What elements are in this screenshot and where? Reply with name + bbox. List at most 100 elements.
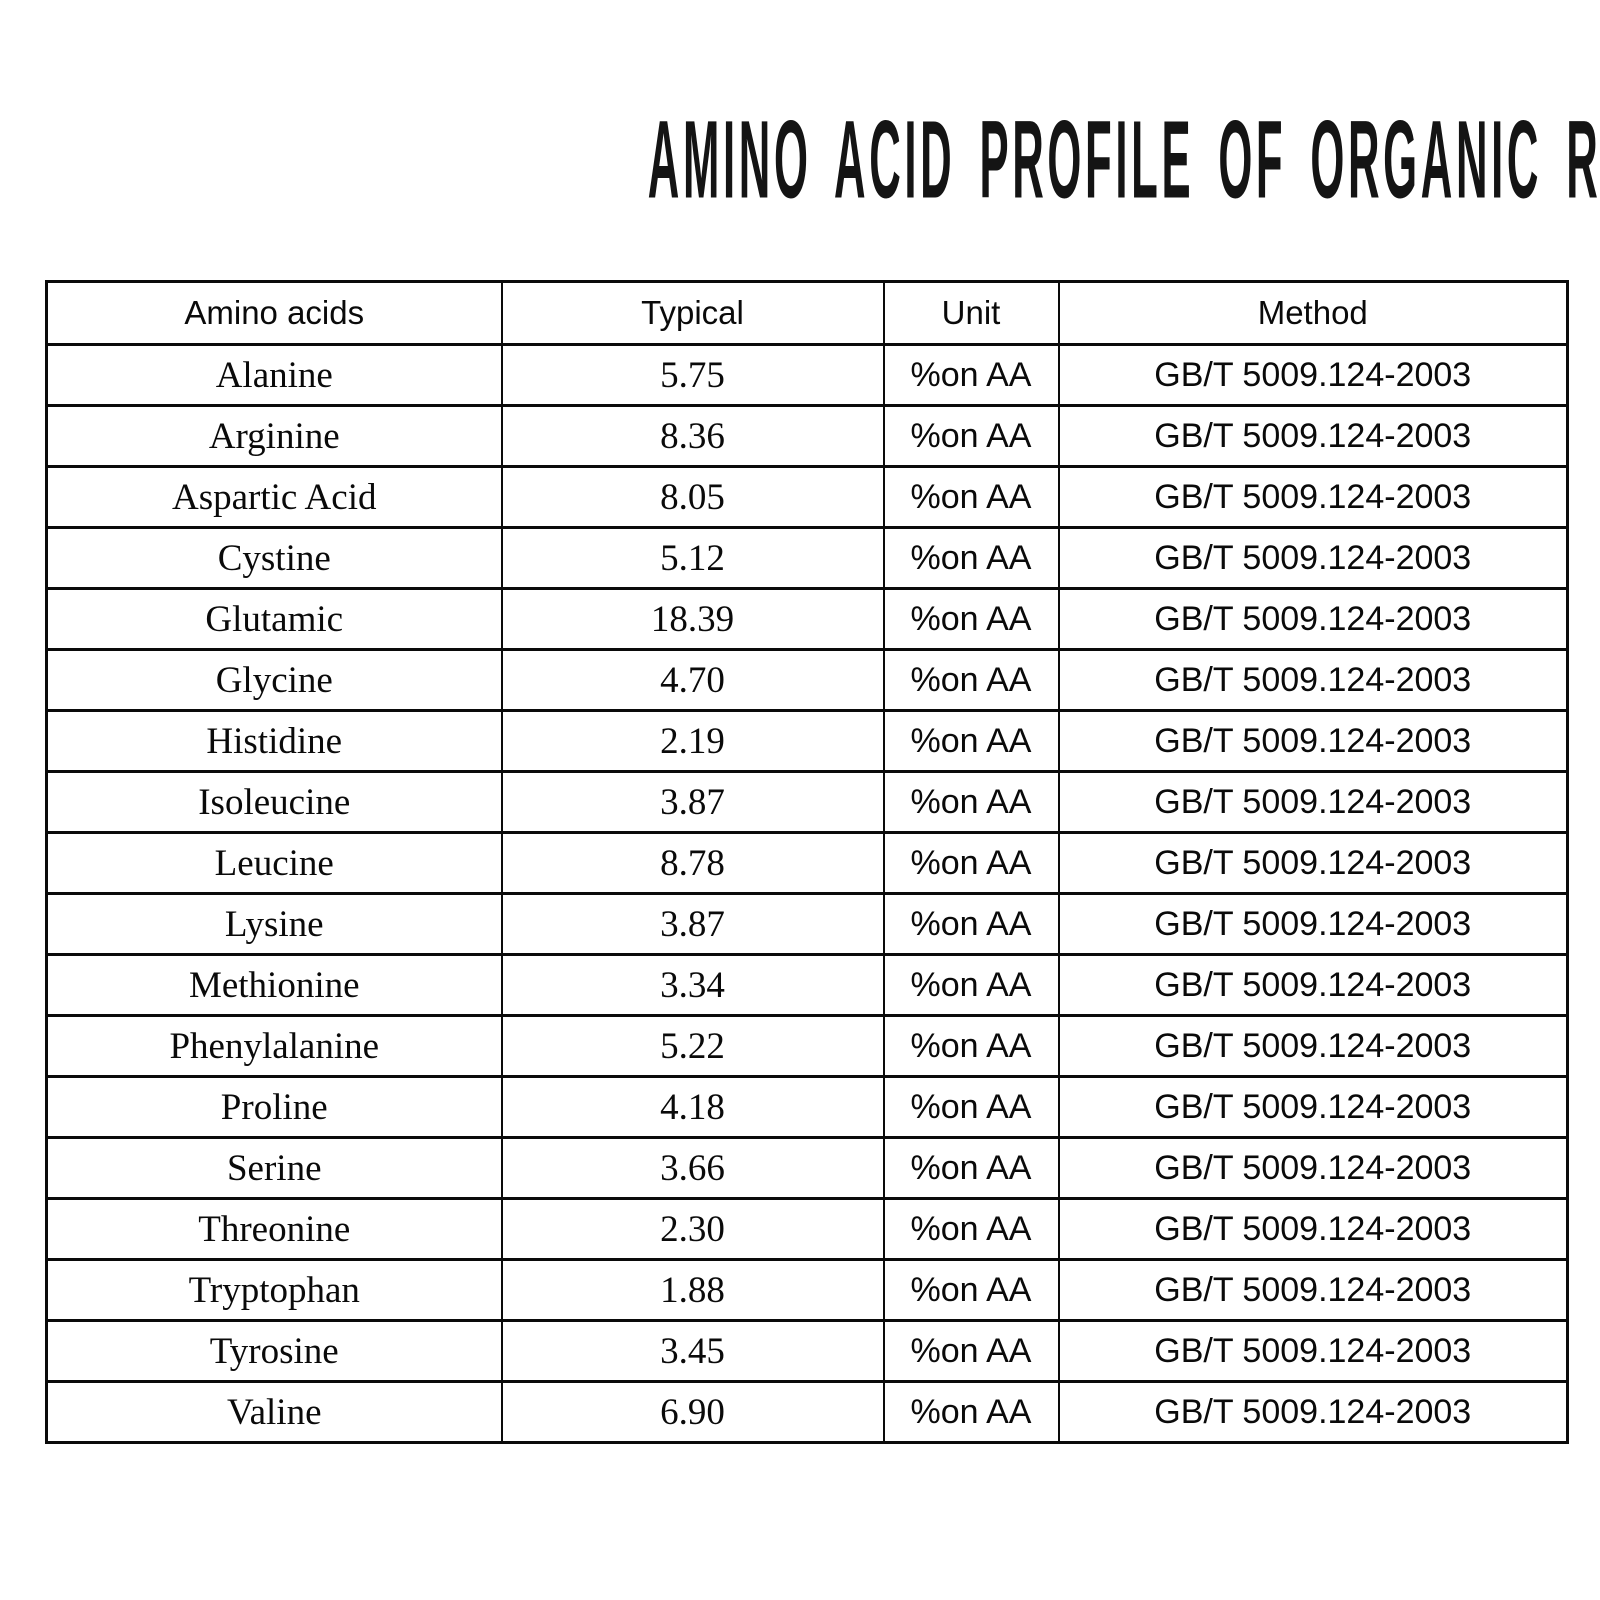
typical-cell: 6.90 bbox=[500, 1380, 885, 1444]
unit-cell: %on AA bbox=[882, 709, 1060, 773]
table-row: Aspartic Acid 8.05 %on AA GB/T 5009.124-200… bbox=[45, 465, 1569, 529]
table-row: Threonine 2.30 %on AA GB/T 5009.124-2003 bbox=[45, 1197, 1569, 1261]
typical-cell: 8.78 bbox=[500, 831, 885, 895]
typical-cell: 5.75 bbox=[500, 343, 885, 407]
table-row: Serine 3.66 %on AA GB/T 5009.124-2003 bbox=[45, 1136, 1569, 1200]
typical-cell: 3.87 bbox=[500, 770, 885, 834]
amino-acid-cell: Methionine bbox=[45, 953, 503, 1017]
table-row: Proline 4.18 %on AA GB/T 5009.124-2003 bbox=[45, 1075, 1569, 1139]
typical-cell: 3.45 bbox=[500, 1319, 885, 1383]
column-header-unit: Unit bbox=[882, 280, 1060, 346]
method-cell: GB/T 5009.124-2003 bbox=[1057, 465, 1569, 529]
typical-cell: 1.88 bbox=[500, 1258, 885, 1322]
method-cell: GB/T 5009.124-2003 bbox=[1057, 831, 1569, 895]
unit-cell: %on AA bbox=[882, 770, 1060, 834]
method-cell: GB/T 5009.124-2003 bbox=[1057, 526, 1569, 590]
unit-cell: %on AA bbox=[882, 1075, 1060, 1139]
unit-cell: %on AA bbox=[882, 892, 1060, 956]
amino-acid-cell: Tyrosine bbox=[45, 1319, 503, 1383]
method-cell: GB/T 5009.124-2003 bbox=[1057, 1197, 1569, 1261]
method-cell: GB/T 5009.124-2003 bbox=[1057, 770, 1569, 834]
table-row: Valine 6.90 %on AA GB/T 5009.124-2003 bbox=[45, 1380, 1569, 1444]
method-cell: GB/T 5009.124-2003 bbox=[1057, 709, 1569, 773]
unit-cell: %on AA bbox=[882, 465, 1060, 529]
amino-acid-cell: Histidine bbox=[45, 709, 503, 773]
table-row: Methionine 3.34 %on AA GB/T 5009.124-2003 bbox=[45, 953, 1569, 1017]
amino-acid-cell: Valine bbox=[45, 1380, 503, 1444]
method-cell: GB/T 5009.124-2003 bbox=[1057, 892, 1569, 956]
unit-cell: %on AA bbox=[882, 1380, 1060, 1444]
table-body: Alanine 5.75 %on AA GB/T 5009.124-2003 Argin… bbox=[45, 343, 1569, 1444]
amino-acid-cell: Alanine bbox=[45, 343, 503, 407]
typical-cell: 8.05 bbox=[500, 465, 885, 529]
method-cell: GB/T 5009.124-2003 bbox=[1057, 648, 1569, 712]
method-cell: GB/T 5009.124-2003 bbox=[1057, 953, 1569, 1017]
table-row: Lysine 3.87 %on AA GB/T 5009.124-2003 bbox=[45, 892, 1569, 956]
unit-cell: %on AA bbox=[882, 1014, 1060, 1078]
method-cell: GB/T 5009.124-2003 bbox=[1057, 343, 1569, 407]
table-row: Tryptophan 1.88 %on AA GB/T 5009.124-2003 bbox=[45, 1258, 1569, 1322]
amino-acid-cell: Threonine bbox=[45, 1197, 503, 1261]
method-cell: GB/T 5009.124-2003 bbox=[1057, 1319, 1569, 1383]
unit-cell: %on AA bbox=[882, 648, 1060, 712]
typical-cell: 4.18 bbox=[500, 1075, 885, 1139]
typical-cell: 5.22 bbox=[500, 1014, 885, 1078]
typical-cell: 4.70 bbox=[500, 648, 885, 712]
title-container: AMINO ACID PROFILE OF ORGANIC RICE PROTE… bbox=[0, 104, 1600, 215]
amino-acid-cell: Leucine bbox=[45, 831, 503, 895]
amino-acid-cell: Tryptophan bbox=[45, 1258, 503, 1322]
unit-cell: %on AA bbox=[882, 343, 1060, 407]
column-header-typical: Typical bbox=[500, 280, 885, 346]
amino-acid-cell: Proline bbox=[45, 1075, 503, 1139]
method-cell: GB/T 5009.124-2003 bbox=[1057, 1258, 1569, 1322]
column-header-method: Method bbox=[1057, 280, 1569, 346]
method-cell: GB/T 5009.124-2003 bbox=[1057, 404, 1569, 468]
amino-acid-cell: Phenylalanine bbox=[45, 1014, 503, 1078]
amino-acid-cell: Lysine bbox=[45, 892, 503, 956]
table-header: Amino acids Typical Unit Method bbox=[45, 280, 1569, 346]
table-row: Isoleucine 3.87 %on AA GB/T 5009.124-2003 bbox=[45, 770, 1569, 834]
amino-acid-cell: Isoleucine bbox=[45, 770, 503, 834]
page-title: AMINO ACID PROFILE OF ORGANIC RICE PROTE… bbox=[647, 97, 1600, 222]
typical-cell: 18.39 bbox=[500, 587, 885, 651]
method-cell: GB/T 5009.124-2003 bbox=[1057, 1136, 1569, 1200]
table-row: Histidine 2.19 %on AA GB/T 5009.124-2003 bbox=[45, 709, 1569, 773]
amino-acid-cell: Glycine bbox=[45, 648, 503, 712]
amino-acid-cell: Cystine bbox=[45, 526, 503, 590]
unit-cell: %on AA bbox=[882, 1136, 1060, 1200]
amino-acid-cell: Aspartic Acid bbox=[45, 465, 503, 529]
column-header-amino-acids: Amino acids bbox=[45, 280, 503, 346]
method-cell: GB/T 5009.124-2003 bbox=[1057, 1014, 1569, 1078]
table-row: Cystine 5.12 %on AA GB/T 5009.124-2003 bbox=[45, 526, 1569, 590]
unit-cell: %on AA bbox=[882, 831, 1060, 895]
table-row: Glutamic 18.39 %on AA GB/T 5009.124-2003 bbox=[45, 587, 1569, 651]
typical-cell: 8.36 bbox=[500, 404, 885, 468]
header-row: Amino acids Typical Unit Method bbox=[45, 280, 1569, 346]
typical-cell: 2.19 bbox=[500, 709, 885, 773]
unit-cell: %on AA bbox=[882, 1197, 1060, 1261]
unit-cell: %on AA bbox=[882, 526, 1060, 590]
typical-cell: 3.34 bbox=[500, 953, 885, 1017]
amino-acid-table: Amino acids Typical Unit Method Alanine 5… bbox=[45, 280, 1569, 1444]
unit-cell: %on AA bbox=[882, 1258, 1060, 1322]
amino-acid-cell: Arginine bbox=[45, 404, 503, 468]
method-cell: GB/T 5009.124-2003 bbox=[1057, 1380, 1569, 1444]
amino-acid-cell: Glutamic bbox=[45, 587, 503, 651]
unit-cell: %on AA bbox=[882, 953, 1060, 1017]
typical-cell: 3.87 bbox=[500, 892, 885, 956]
table-row: Glycine 4.70 %on AA GB/T 5009.124-2003 bbox=[45, 648, 1569, 712]
table-row: Arginine 8.36 %on AA GB/T 5009.124-2003 bbox=[45, 404, 1569, 468]
table-row: Phenylalanine 5.22 %on AA GB/T 5009.124-200… bbox=[45, 1014, 1569, 1078]
method-cell: GB/T 5009.124-2003 bbox=[1057, 587, 1569, 651]
table-row: Tyrosine 3.45 %on AA GB/T 5009.124-2003 bbox=[45, 1319, 1569, 1383]
table-row: Alanine 5.75 %on AA GB/T 5009.124-2003 bbox=[45, 343, 1569, 407]
method-cell: GB/T 5009.124-2003 bbox=[1057, 1075, 1569, 1139]
table-row: Leucine 8.78 %on AA GB/T 5009.124-2003 bbox=[45, 831, 1569, 895]
unit-cell: %on AA bbox=[882, 1319, 1060, 1383]
unit-cell: %on AA bbox=[882, 587, 1060, 651]
amino-acid-cell: Serine bbox=[45, 1136, 503, 1200]
typical-cell: 5.12 bbox=[500, 526, 885, 590]
unit-cell: %on AA bbox=[882, 404, 1060, 468]
typical-cell: 2.30 bbox=[500, 1197, 885, 1261]
